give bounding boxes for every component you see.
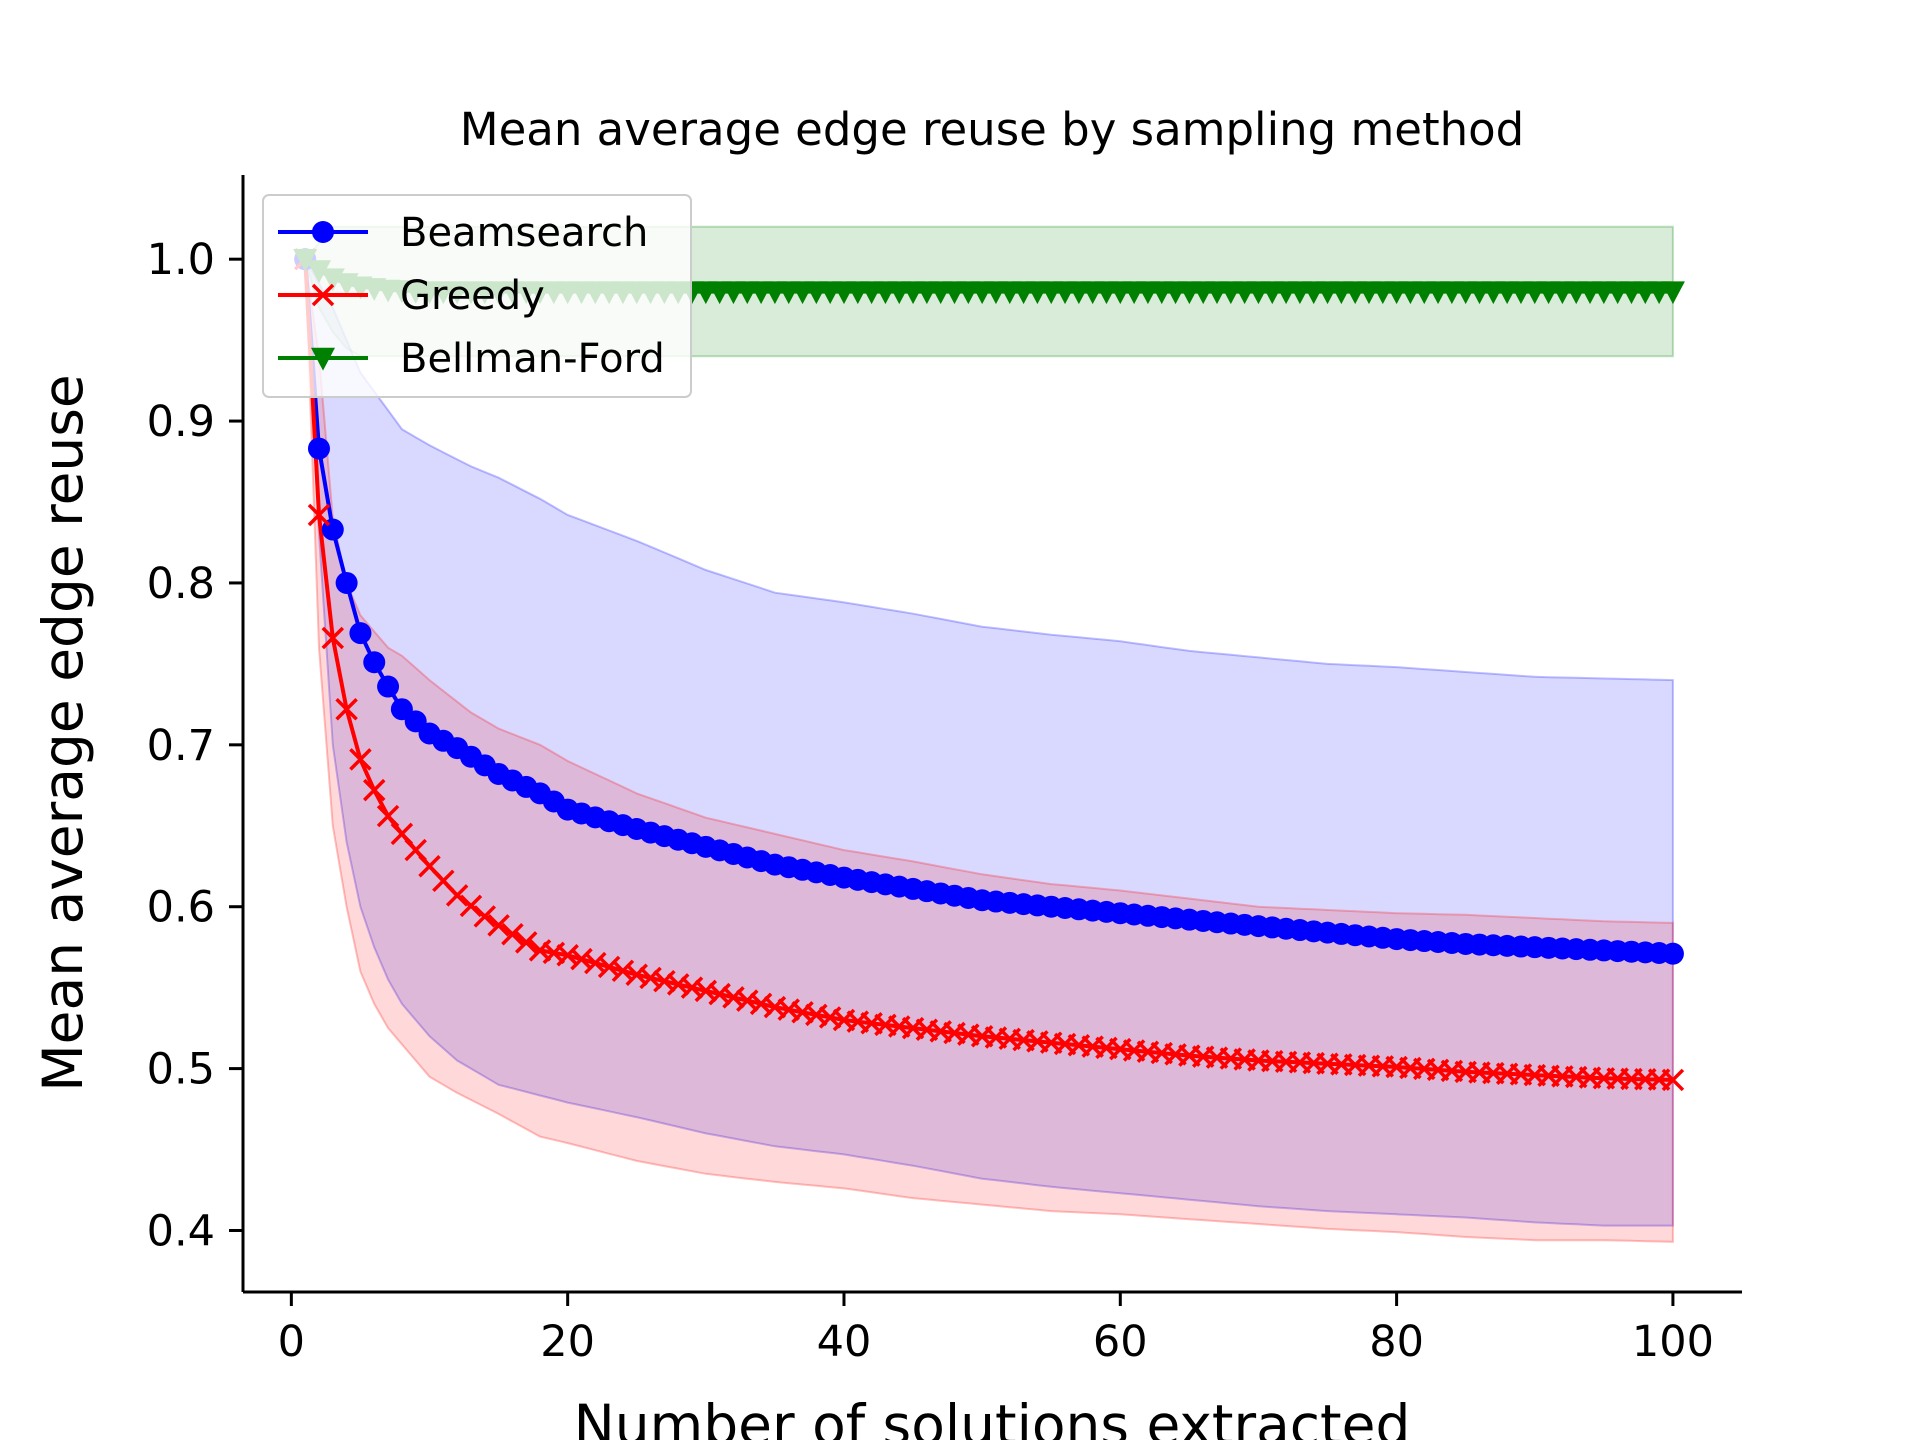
point-beamsearch	[307, 437, 330, 460]
point-greedy	[736, 989, 759, 1012]
point-greedy	[363, 778, 386, 802]
point-greedy	[722, 986, 745, 1009]
point-greedy	[749, 992, 773, 1016]
legend-swatch-marker	[311, 283, 335, 307]
point-greedy	[487, 914, 510, 937]
point-greedy	[680, 976, 704, 999]
point-greedy	[597, 955, 621, 979]
legend: Beamsearch Greedy Bellman-Ford	[262, 194, 692, 398]
y-tick-label: 0.6	[147, 883, 215, 933]
legend-label: Beamsearch	[400, 210, 648, 256]
x-axis-label: Number of solutions extracted	[574, 1393, 1411, 1440]
point-greedy	[666, 973, 690, 996]
x-tick-label: 20	[540, 1317, 595, 1367]
y-tick-label: 0.8	[147, 559, 215, 609]
legend-label: Bellman-Ford	[400, 336, 665, 382]
x-tick-label: 40	[817, 1317, 872, 1367]
point-greedy	[514, 931, 538, 954]
point-bellman-ford	[1660, 281, 1685, 305]
point-greedy	[335, 697, 358, 721]
point-greedy	[556, 944, 579, 967]
y-axis-label: Mean average edge reuse	[31, 374, 95, 1092]
axes	[241, 175, 1742, 1294]
line-greedy	[303, 259, 1673, 1082]
point-greedy	[653, 969, 676, 993]
point-beamsearch	[377, 675, 400, 698]
chart-title: Mean average edge reuse by sampling meth…	[460, 103, 1525, 156]
point-greedy	[321, 626, 345, 650]
point-beamsearch	[349, 622, 372, 645]
point-beamsearch	[335, 571, 358, 594]
legend-frame	[262, 194, 692, 398]
point-greedy	[639, 966, 662, 990]
point-greedy	[584, 951, 607, 975]
x-ticks: 0 20 40 60 80 100	[278, 1292, 1714, 1367]
legend-swatch-marker	[312, 221, 334, 243]
y-tick-label: 1.0	[147, 235, 215, 285]
legend-label: Greedy	[400, 273, 545, 319]
point-greedy	[445, 884, 469, 907]
point-greedy	[1661, 1068, 1685, 1092]
legend-item-bellman-ford: Bellman-Ford	[278, 336, 665, 382]
point-beamsearch	[1661, 942, 1684, 965]
y-tick-label: 0.5	[147, 1045, 215, 1095]
x-tick-label: 100	[1632, 1317, 1714, 1367]
x-tick-label: 0	[278, 1317, 305, 1367]
y-ticks: 0.4 0.5 0.6 0.7 0.8 0.9 1.0	[147, 235, 243, 1256]
legend-item-beamsearch: Beamsearch	[278, 210, 648, 256]
legend-swatch-marker	[311, 347, 335, 371]
x-tick-label: 60	[1093, 1317, 1148, 1367]
point-greedy	[349, 748, 372, 771]
point-greedy	[307, 503, 331, 527]
point-greedy	[473, 905, 497, 928]
point-beamsearch	[363, 651, 386, 674]
point-greedy	[459, 894, 483, 918]
legend-item-greedy: Greedy	[278, 273, 545, 319]
point-greedy	[694, 979, 718, 1003]
point-greedy	[611, 959, 635, 983]
y-tick-label: 0.4	[147, 1206, 215, 1256]
point-greedy	[708, 982, 731, 1006]
x-tick-label: 80	[1369, 1317, 1424, 1367]
point-greedy	[625, 963, 648, 986]
point-greedy	[570, 947, 593, 971]
y-tick-label: 0.9	[147, 397, 215, 447]
point-greedy	[376, 804, 400, 828]
y-tick-label: 0.7	[147, 721, 215, 771]
point-greedy	[501, 922, 524, 946]
